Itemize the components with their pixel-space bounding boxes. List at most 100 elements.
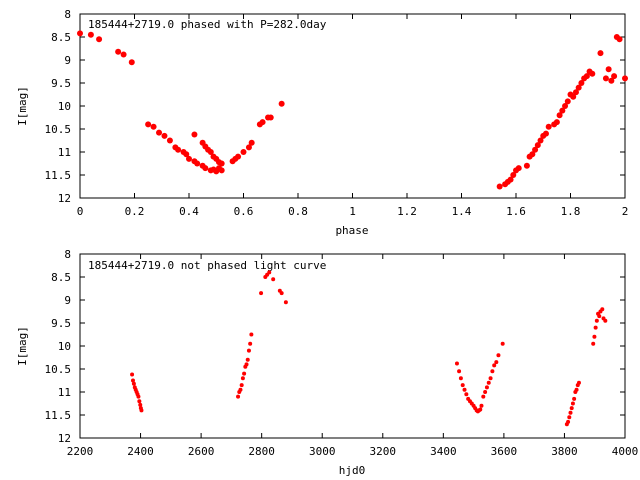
y-tick-label: 9.5 bbox=[51, 77, 71, 90]
y-tick-label: 8 bbox=[64, 248, 71, 261]
data-point bbox=[464, 392, 469, 397]
data-point bbox=[605, 66, 612, 73]
data-point bbox=[166, 137, 173, 144]
data-point bbox=[137, 399, 142, 404]
x-tick-label: 3000 bbox=[309, 445, 336, 458]
y-axis-label: I[mag] bbox=[16, 86, 29, 126]
x-tick-label: 0.6 bbox=[234, 205, 254, 218]
data-point bbox=[458, 376, 463, 381]
data-point bbox=[202, 165, 209, 172]
data-point bbox=[562, 103, 569, 109]
data-point bbox=[239, 383, 244, 388]
data-point bbox=[597, 50, 604, 57]
y-tick-label: 12 bbox=[58, 192, 71, 205]
data-point bbox=[572, 396, 577, 401]
data-point bbox=[242, 371, 247, 376]
y-tick-label: 9 bbox=[64, 294, 71, 307]
data-point bbox=[248, 139, 255, 146]
data-point bbox=[283, 300, 288, 305]
x-tick-label: 1.6 bbox=[506, 205, 526, 218]
x-tick-label: 1.2 bbox=[397, 205, 417, 218]
data-point bbox=[490, 369, 495, 374]
data-point bbox=[236, 394, 241, 399]
data-point bbox=[457, 369, 462, 374]
data-point bbox=[130, 378, 135, 383]
data-point bbox=[559, 107, 566, 114]
data-point bbox=[542, 130, 549, 137]
data-point bbox=[218, 167, 225, 174]
data-point bbox=[235, 153, 242, 160]
data-point bbox=[136, 394, 141, 399]
x-tick-label: 2200 bbox=[67, 445, 94, 458]
data-point bbox=[87, 31, 94, 38]
data-point bbox=[267, 270, 272, 275]
data-point bbox=[570, 93, 577, 100]
y-tick-label: 8.5 bbox=[51, 271, 71, 284]
data-point bbox=[564, 98, 571, 105]
data-point bbox=[240, 149, 247, 155]
plot-title: 185444+2719.0 not phased light curve bbox=[88, 259, 326, 272]
data-point bbox=[218, 160, 225, 167]
data-point bbox=[130, 372, 135, 377]
data-point bbox=[139, 408, 144, 413]
data-point bbox=[500, 341, 505, 346]
y-tick-label: 12 bbox=[58, 432, 71, 445]
axis-ticks: 2200 2400 2600 2800 3000 3200 3400 3600 3800 4000… bbox=[45, 248, 639, 458]
data-point bbox=[96, 36, 103, 43]
y-tick-label: 10.5 bbox=[45, 123, 72, 136]
x-tick-label: 0 bbox=[77, 205, 84, 218]
data-point bbox=[278, 100, 285, 107]
x-tick-label: 3200 bbox=[370, 445, 397, 458]
x-axis-label: hjd0 bbox=[339, 464, 366, 477]
y-tick-label: 8.5 bbox=[51, 31, 71, 44]
data-point bbox=[611, 73, 618, 80]
data-point bbox=[186, 155, 192, 162]
data-point bbox=[77, 30, 83, 37]
data-point bbox=[578, 80, 585, 86]
data-point bbox=[478, 407, 483, 412]
x-tick-label: 2400 bbox=[127, 445, 154, 458]
data-point bbox=[245, 357, 250, 362]
y-tick-label: 11 bbox=[58, 386, 71, 399]
data-point bbox=[523, 162, 530, 169]
data-points bbox=[130, 270, 608, 427]
data-point bbox=[120, 51, 127, 58]
data-point bbox=[484, 385, 489, 390]
data-point bbox=[592, 334, 597, 339]
data-point bbox=[594, 318, 599, 323]
y-axis-label: I[mag] bbox=[16, 326, 29, 366]
x-tick-label: 1 bbox=[349, 205, 356, 218]
data-point bbox=[194, 160, 201, 167]
x-tick-label: 3400 bbox=[430, 445, 457, 458]
data-point bbox=[622, 75, 628, 82]
data-point bbox=[507, 176, 514, 183]
y-tick-label: 11.5 bbox=[45, 409, 72, 422]
data-point bbox=[138, 402, 143, 407]
data-point bbox=[246, 348, 251, 353]
data-point bbox=[183, 151, 190, 158]
data-point bbox=[207, 149, 214, 155]
unphased-light-curve-panel: 185444+2719.0 not phased light curve hjd… bbox=[16, 248, 638, 477]
data-point bbox=[593, 325, 598, 330]
data-point bbox=[156, 129, 163, 136]
data-points bbox=[77, 30, 628, 190]
data-point bbox=[529, 151, 536, 158]
phased-light-curve-panel: 185444+2719.0 phased with P=282.0day pha… bbox=[16, 8, 628, 237]
data-point bbox=[494, 360, 499, 365]
data-point bbox=[115, 48, 122, 55]
data-point bbox=[131, 381, 136, 386]
data-point bbox=[259, 119, 266, 126]
data-point bbox=[238, 387, 243, 392]
data-point bbox=[534, 142, 541, 149]
data-point bbox=[486, 380, 491, 385]
data-point bbox=[460, 383, 465, 388]
data-point bbox=[244, 362, 249, 367]
data-point bbox=[568, 410, 573, 415]
data-point bbox=[496, 353, 501, 358]
y-tick-label: 11.5 bbox=[45, 169, 72, 182]
data-point bbox=[479, 403, 484, 408]
data-point bbox=[553, 119, 560, 126]
data-point bbox=[589, 70, 596, 77]
data-point bbox=[245, 144, 252, 151]
